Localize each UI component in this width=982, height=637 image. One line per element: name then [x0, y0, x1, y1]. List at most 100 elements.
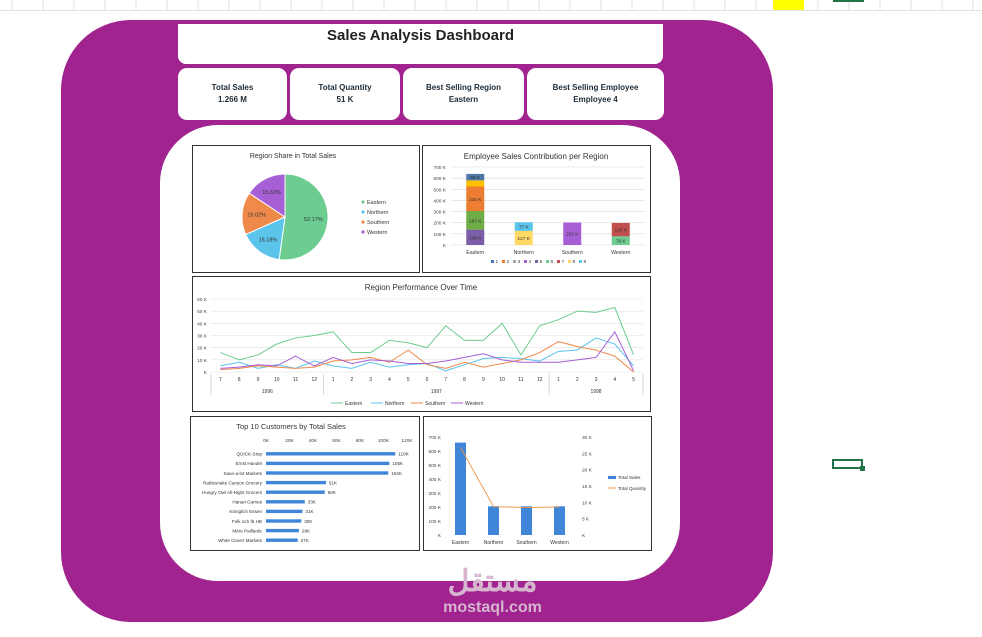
pie-data-label: 16.18%	[259, 238, 278, 244]
chart-title: Region Share in Total Sales	[250, 153, 337, 160]
region-performance-chart[interactable]: Region Performance Over Time K 10 K 20 K 30…	[192, 276, 651, 412]
kpi-value: Eastern	[448, 95, 479, 104]
stack-segment-northern	[514, 222, 533, 231]
sales-bar-western	[554, 506, 565, 535]
x-tick-label: 4	[613, 377, 616, 383]
segment-label: 77 K	[519, 225, 530, 231]
x-tick-label: 8	[463, 377, 466, 383]
segment-label: 138 K	[469, 235, 482, 241]
sales-bar-northern	[488, 506, 499, 535]
y-tick-label: K	[204, 370, 208, 376]
legend-label: Western	[367, 230, 387, 236]
bar-data-label: 27K	[301, 538, 310, 543]
region-share-chart[interactable]: Region Share in Total Sales 52.17% 16.18%…	[192, 145, 420, 273]
kpi-label: Total Quantity	[318, 83, 372, 92]
chart-title: Employee Sales Contribution per Region	[464, 152, 609, 161]
y-tick-label: 600 K	[433, 176, 446, 182]
legend-label: 2	[507, 259, 510, 265]
x-tick-label: 7	[444, 377, 447, 383]
legend-marker	[579, 260, 582, 263]
selected-cell-highlight[interactable]	[773, 0, 804, 10]
sales-bar-southern	[521, 506, 532, 535]
kpi-total-quantity[interactable]: Total Quantity 51 K	[290, 68, 400, 120]
stack-segment-northern	[514, 230, 533, 245]
x-tick-label: 120K	[401, 438, 413, 444]
legend-marker	[491, 260, 494, 263]
sheet-gridlines	[0, 0, 982, 11]
bar-data-label: 51K	[329, 480, 338, 485]
kpi-value: 51 K	[336, 95, 354, 104]
x-tick-label: 4	[388, 377, 391, 383]
legend-label: Eastern	[345, 401, 362, 407]
x-tick-label: 5	[407, 377, 410, 383]
x-tick-label: 1	[557, 377, 560, 383]
y-tick-label: 60 K	[197, 297, 208, 303]
pie-data-label: 16.02%	[247, 213, 266, 219]
y2-tick-label: 10 K	[582, 500, 593, 506]
pie-slice-western	[248, 173, 286, 218]
y-tick-label: 700 K	[433, 165, 446, 171]
y-tick-label: 200 K	[433, 221, 446, 227]
legend-marker	[568, 260, 571, 263]
top-customers-chart[interactable]: Top 10 Customers by Total Sales 0K 20K 40K…	[190, 416, 420, 551]
x-tick-label: Southern	[562, 250, 583, 256]
customer-label: Hungry Owl All-Night Grocers	[202, 490, 263, 495]
x-tick-label: 11	[293, 377, 298, 383]
bar-data-label: 104K	[391, 471, 403, 476]
kpi-best-employee[interactable]: Best Selling Employee Employee 4	[527, 68, 664, 120]
customer-bar	[266, 500, 305, 504]
x-tick-label: Northern	[484, 540, 504, 546]
y-tick-label: 50 K	[197, 309, 208, 315]
y2-tick-label: 15 K	[582, 484, 593, 490]
active-cell-cursor[interactable]	[832, 459, 865, 471]
legend-label: Northern	[367, 210, 388, 216]
x-tick-label: 100K	[378, 438, 390, 444]
legend-marker	[608, 476, 616, 479]
y2-tick-label: 30 K	[582, 435, 593, 441]
x-tick-label: 60K	[332, 438, 341, 444]
y-tick-label: 400 K	[428, 477, 441, 483]
kpi-best-region[interactable]: Best Selling Region Eastern	[403, 68, 524, 120]
customer-bar	[266, 519, 302, 523]
kpi-value: Employee 4	[573, 95, 618, 104]
x-tick-label: 20K	[285, 438, 294, 444]
customer-label: Königlich Essen	[229, 509, 262, 514]
customer-label: White Clover Markets	[218, 538, 263, 543]
dashboard-title-box: Sales Analysis Dashboard	[178, 24, 663, 64]
sales-quantity-combo-chart[interactable]: K 100 K 200 K 300 K 400 K 500 K 600 K 700 K K 5 K…	[423, 416, 652, 551]
customer-bar	[266, 452, 396, 456]
kpi-label: Best Selling Region	[425, 83, 502, 92]
y2-tick-label: K	[582, 533, 586, 539]
y-tick-label: 200 K	[428, 505, 441, 511]
watermark-latin: mostaql.com	[443, 599, 542, 616]
bar-data-label: 33K	[308, 500, 317, 505]
x-tick-label: 10	[274, 377, 280, 383]
legend-label: Total Quantity	[618, 486, 647, 491]
customer-label: Rattlesnake Canyon Grocery	[203, 480, 263, 485]
customer-label: Save-a-lot Markets	[223, 471, 262, 476]
y-tick-label: 100 K	[428, 519, 441, 525]
customer-bar	[266, 509, 303, 514]
customer-label: Folk och fä HB	[232, 519, 262, 524]
bar-data-label: 28K	[302, 528, 311, 533]
legend-label: 4	[529, 259, 532, 265]
x-tick-label: 6	[426, 377, 429, 383]
legend-label: Total Sales	[618, 475, 641, 480]
employee-contribution-chart[interactable]: Employee Sales Contribution per Region K…	[422, 145, 651, 273]
x-tick-label: 9	[257, 377, 260, 383]
x-tick-label: Eastern	[452, 540, 469, 546]
x-tick-label: 0K	[263, 438, 270, 444]
watermark-arabic: مستقل	[447, 565, 538, 598]
line-series-western	[220, 330, 635, 372]
y-tick-label: 700 K	[428, 435, 441, 441]
legend-label: 3	[518, 259, 521, 265]
kpi-total-sales[interactable]: Total Sales 1.266 M	[178, 68, 287, 120]
x-tick-label: 8	[238, 377, 241, 383]
stack-segment-eastern	[466, 180, 485, 187]
chart-title: Region Performance Over Time	[365, 283, 478, 292]
stack-segment-southern	[563, 222, 582, 245]
sales-bar-eastern	[455, 442, 466, 535]
stack-segment-western	[611, 236, 630, 245]
y-tick-label: 40 K	[197, 321, 208, 327]
legend-marker	[361, 210, 365, 214]
